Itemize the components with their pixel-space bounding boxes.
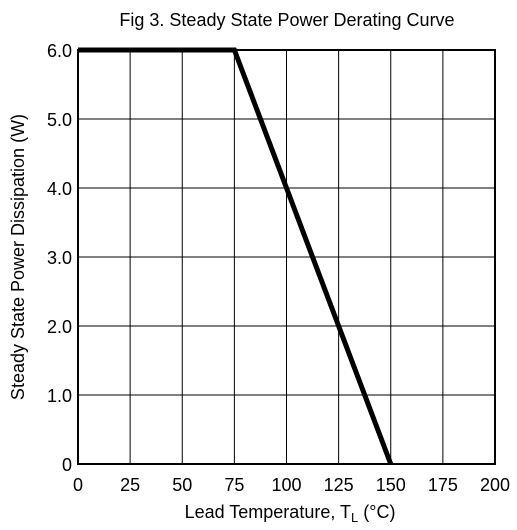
x-tick-label: 75	[224, 475, 244, 495]
y-tick-label: 4.0	[47, 179, 72, 199]
x-tick-label: 175	[428, 475, 458, 495]
y-tick-label: 6.0	[47, 41, 72, 61]
x-axis-label-main: Lead Temperature, T	[185, 502, 351, 522]
x-axis-label: Lead Temperature, TL (°C)	[185, 502, 396, 525]
x-tick-label: 50	[172, 475, 192, 495]
y-tick-labels: 0 1.0 2.0 3.0 4.0 5.0 6.0	[47, 41, 72, 475]
y-tick-label: 1.0	[47, 386, 72, 406]
chart-title: Fig 3. Steady State Power Derating Curve	[119, 10, 454, 30]
y-tick-label: 3.0	[47, 248, 72, 268]
y-tick-label: 2.0	[47, 317, 72, 337]
x-axis-label-unit: (°C)	[358, 502, 395, 522]
x-tick-label: 100	[271, 475, 301, 495]
x-tick-labels: 0 25 50 75 100 125 150 175 200	[73, 475, 510, 495]
y-tick-label: 0	[62, 455, 72, 475]
x-tick-label: 200	[480, 475, 510, 495]
x-axis-label-subscript: L	[351, 510, 358, 525]
plot-frame	[77, 49, 496, 465]
y-tick-label: 5.0	[47, 110, 72, 130]
x-tick-label: 125	[324, 475, 354, 495]
x-tick-label: 25	[120, 475, 140, 495]
y-axis-label: Steady State Power Dissipation (W)	[8, 114, 28, 400]
grid-lines	[78, 50, 495, 464]
x-tick-label: 0	[73, 475, 83, 495]
x-tick-label: 150	[376, 475, 406, 495]
